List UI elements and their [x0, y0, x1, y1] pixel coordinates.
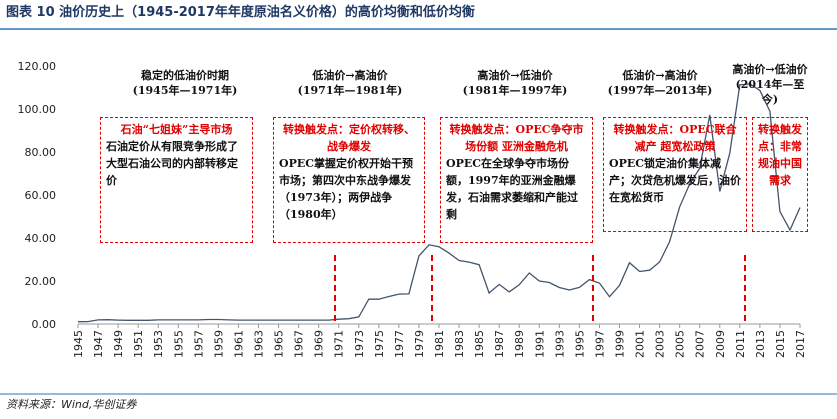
x-tick-label: 1955 — [172, 330, 185, 358]
x-tick-label: 1991 — [533, 330, 546, 358]
box-title: 转换触发点：非常规油中国需求 — [758, 123, 802, 187]
period-title: 低油价→高油价 — [312, 69, 388, 82]
box-title: 转换触发点：OPEC联合减产 超宽松政策 — [613, 123, 737, 153]
x-tick-label: 1993 — [553, 330, 566, 358]
x-tick-label: 1963 — [253, 330, 266, 358]
chart-title: 图表 10 油价历史上（1945-2017年年度原油名义价格）的高价均衡和低价均… — [6, 4, 475, 20]
period-title: 低油价→高油价 — [622, 69, 698, 82]
x-tick-label: 1985 — [473, 330, 486, 358]
period-years: (1971年—1981年) — [297, 84, 403, 97]
x-tick-label: 1971 — [333, 330, 346, 358]
x-tick-label: 2011 — [734, 330, 747, 358]
y-tick-label: 0.00 — [32, 318, 57, 331]
box-title: 转换触发点：OPEC争夺市场份额 亚洲金融危机 — [449, 123, 584, 153]
box-text: OPEC掌握定价权开始干预市场；第四次中东战争爆发（1973年）；两伊战争（19… — [279, 157, 413, 221]
period-title: 高油价→低油价 — [477, 69, 553, 82]
x-tick-label: 2015 — [774, 330, 787, 358]
box-text: 石油定价从有限竞争形成了大型石油公司的内部转移定价 — [106, 140, 238, 187]
period-years: (2014年—至今) — [735, 78, 805, 106]
annotation-box: 石油“七姐妹”主导市场石油定价从有限竞争形成了大型石油公司的内部转移定价 — [100, 117, 253, 243]
x-tick-label: 1965 — [273, 330, 286, 358]
x-tick-label: 1989 — [513, 330, 526, 358]
y-tick-label: 40.00 — [25, 232, 57, 245]
box-title: 石油“七姐妹”主导市场 — [120, 123, 233, 136]
y-tick-label: 80.00 — [25, 146, 57, 159]
x-tick-label: 1983 — [453, 330, 466, 358]
annotation-box: 转换触发点：OPEC联合减产 超宽松政策 OPEC锁定油价集体减产；次贷危机爆发后… — [603, 117, 747, 232]
x-tick-label: 1951 — [132, 330, 145, 358]
x-tick-label: 2009 — [714, 330, 727, 358]
x-tick-label: 1959 — [212, 330, 225, 358]
y-tick-label: 120.00 — [18, 60, 57, 73]
x-tick-label: 1997 — [593, 330, 606, 358]
box-text: OPEC锁定油价集体减产；次贷危机爆发后，油价在宽松货币 — [609, 157, 741, 204]
y-tick-label: 60.00 — [25, 189, 57, 202]
period-title: 高油价→低油价 — [732, 63, 808, 76]
x-tick-label: 1961 — [232, 330, 245, 358]
annotation-box: 转换触发点：OPEC争夺市场份额 亚洲金融危机 OPEC在全球争夺市场份额，199… — [440, 117, 593, 243]
x-tick-label: 2003 — [654, 330, 667, 358]
x-tick-label: 2005 — [674, 330, 687, 358]
x-tick-label: 1969 — [313, 330, 326, 358]
x-tick-label: 1957 — [192, 330, 205, 358]
y-tick-label: 20.00 — [25, 275, 57, 288]
period-label: 低油价→高油价 (1997年—2013年) — [590, 68, 730, 98]
x-tick-label: 1979 — [413, 330, 426, 358]
period-label: 低油价→高油价 (1971年—1981年) — [280, 68, 420, 98]
x-tick-label: 1975 — [373, 330, 386, 358]
period-years: (1997年—2013年) — [607, 84, 713, 97]
x-tick-label: 2001 — [634, 330, 647, 358]
period-years: (1945年—1971年) — [132, 84, 238, 97]
x-tick-label: 1981 — [433, 330, 446, 358]
x-tick-label: 2007 — [694, 330, 707, 358]
annotation-box: 转换触发点：非常规油中国需求 — [752, 117, 808, 232]
price-line — [77, 83, 801, 323]
x-tick-label: 1945 — [72, 330, 85, 358]
x-tick-label: 1999 — [614, 330, 627, 358]
box-title: 转换触发点：定价权转移、战争爆发 — [283, 123, 415, 153]
source: 资料来源：Wind,华创证券 — [6, 398, 137, 411]
period-title: 稳定的低油价时期 — [141, 69, 229, 82]
x-tick-label: 1973 — [353, 330, 366, 358]
period-years: (1981年—1997年) — [462, 84, 568, 97]
y-tick-label: 100.00 — [18, 103, 57, 116]
x-tick-label: 1949 — [112, 330, 125, 358]
x-tick-label: 1967 — [293, 330, 306, 358]
period-label: 高油价→低油价 (1981年—1997年) — [445, 68, 585, 98]
annotation-box: 转换触发点：定价权转移、战争爆发 OPEC掌握定价权开始干预市场；第四次中东战争爆… — [273, 117, 425, 243]
x-tick-label: 2013 — [754, 330, 767, 358]
x-tick-label: 1977 — [393, 330, 406, 358]
period-label: 稳定的低油价时期 (1945年—1971年) — [115, 68, 255, 98]
box-text: OPEC在全球争夺市场份额，1997年的亚洲金融爆发，石油需求萎缩和产能过剩 — [446, 157, 578, 221]
x-tick-label: 2017 — [794, 330, 807, 358]
period-label: 高油价→低油价 (2014年—至今) — [730, 62, 810, 107]
x-tick-label: 1987 — [493, 330, 506, 358]
x-tick-label: 1995 — [573, 330, 586, 358]
x-tick-label: 1947 — [92, 330, 105, 358]
x-tick-label: 1953 — [152, 330, 165, 358]
